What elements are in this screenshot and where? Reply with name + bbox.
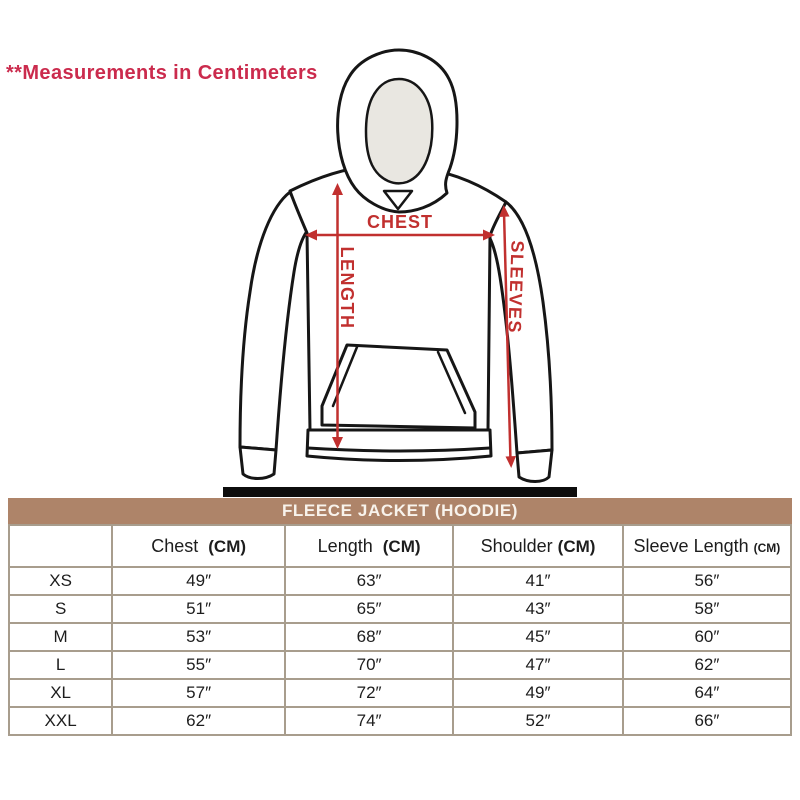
measurement-note: **Measurements in Centimeters bbox=[6, 62, 318, 84]
sleeve-cell: 58″ bbox=[621, 594, 793, 624]
length-cell: 65″ bbox=[284, 594, 455, 624]
header-length: Length (CM) bbox=[284, 524, 455, 568]
size-cell: L bbox=[7, 650, 114, 680]
hoodie-waistband-rib-line bbox=[306, 446, 492, 453]
sleeve-cell: 62″ bbox=[621, 650, 793, 680]
table-row-xxl: XXL 62″ 74″ 52″ 66″ bbox=[7, 706, 793, 736]
base-bar bbox=[223, 487, 577, 497]
header-chest: Chest (CM) bbox=[111, 524, 287, 568]
chest-cell: 53″ bbox=[111, 622, 287, 652]
sleeves-arrow bbox=[502, 211, 512, 462]
size-table: FLEECE JACKET (HOODIE) Chest (CM) Length… bbox=[7, 498, 793, 736]
table-row-m: M 53″ 68″ 45″ 60″ bbox=[7, 622, 793, 652]
sleeves-arrowhead-bottom bbox=[505, 456, 516, 468]
length-cell: 70″ bbox=[284, 650, 455, 680]
chest-cell: 51″ bbox=[111, 594, 287, 624]
sleeves-label: SLEEVES bbox=[504, 240, 527, 334]
length-arrowhead-top bbox=[332, 183, 343, 195]
header-row: Chest (CM) Length (CM) Shoulder (CM) Sle… bbox=[7, 524, 793, 568]
table-row-xs: XS 49″ 63″ 41″ 56″ bbox=[7, 566, 793, 596]
shoulder-cell: 47″ bbox=[452, 650, 624, 680]
table-row-xl: XL 57″ 72″ 49″ 64″ bbox=[7, 678, 793, 708]
chest-arrowhead-right bbox=[483, 229, 495, 241]
shoulder-cell: 52″ bbox=[452, 706, 624, 736]
size-cell: S bbox=[7, 594, 114, 624]
chest-cell: 62″ bbox=[111, 706, 287, 736]
length-label: LENGTH bbox=[337, 247, 357, 330]
hoodie-right-cuff bbox=[515, 448, 554, 483]
chest-cell: 55″ bbox=[111, 650, 287, 680]
length-cell: 72″ bbox=[284, 678, 455, 708]
sleeves-arrowhead-top bbox=[499, 205, 510, 217]
shoulder-cell: 41″ bbox=[452, 566, 624, 596]
length-arrowhead-bottom bbox=[332, 437, 343, 449]
header-size bbox=[7, 524, 114, 568]
hoodie-diagram: CHEST LENGTH SLEEVES bbox=[223, 48, 577, 497]
length-cell: 68″ bbox=[284, 622, 455, 652]
hoodie-left-cuff bbox=[238, 445, 278, 480]
chest-cell: 57″ bbox=[111, 678, 287, 708]
hoodie-pocket-rib-right bbox=[436, 350, 467, 415]
sleeve-cell: 66″ bbox=[621, 706, 793, 736]
length-cell: 63″ bbox=[284, 566, 455, 596]
shoulder-cell: 43″ bbox=[452, 594, 624, 624]
header-shoulder: Shoulder (CM) bbox=[452, 524, 624, 568]
size-cell: XXL bbox=[7, 706, 114, 736]
chest-label: CHEST bbox=[367, 212, 433, 232]
sleeve-cell: 64″ bbox=[621, 678, 793, 708]
hoodie-pocket bbox=[320, 343, 477, 430]
chest-cell: 49″ bbox=[111, 566, 287, 596]
table-row-s: S 51″ 65″ 43″ 58″ bbox=[7, 594, 793, 624]
size-cell: XL bbox=[7, 678, 114, 708]
size-cell: XS bbox=[7, 566, 114, 596]
table-title: FLEECE JACKET (HOODIE) bbox=[8, 498, 792, 524]
sleeve-cell: 60″ bbox=[621, 622, 793, 652]
shoulder-cell: 49″ bbox=[452, 678, 624, 708]
hoodie-face-opening bbox=[364, 77, 434, 185]
sleeve-cell: 56″ bbox=[621, 566, 793, 596]
table-row-l: L 55″ 70″ 47″ 62″ bbox=[7, 650, 793, 680]
chest-arrowhead-left bbox=[305, 229, 317, 241]
shoulder-cell: 45″ bbox=[452, 622, 624, 652]
hoodie-waistband bbox=[305, 428, 493, 462]
size-cell: M bbox=[7, 622, 114, 652]
hoodie-vneck bbox=[382, 189, 414, 211]
length-cell: 74″ bbox=[284, 706, 455, 736]
header-sleeve-length: Sleeve Length (CM) bbox=[621, 524, 793, 568]
hoodie-left-sleeve bbox=[238, 190, 310, 452]
